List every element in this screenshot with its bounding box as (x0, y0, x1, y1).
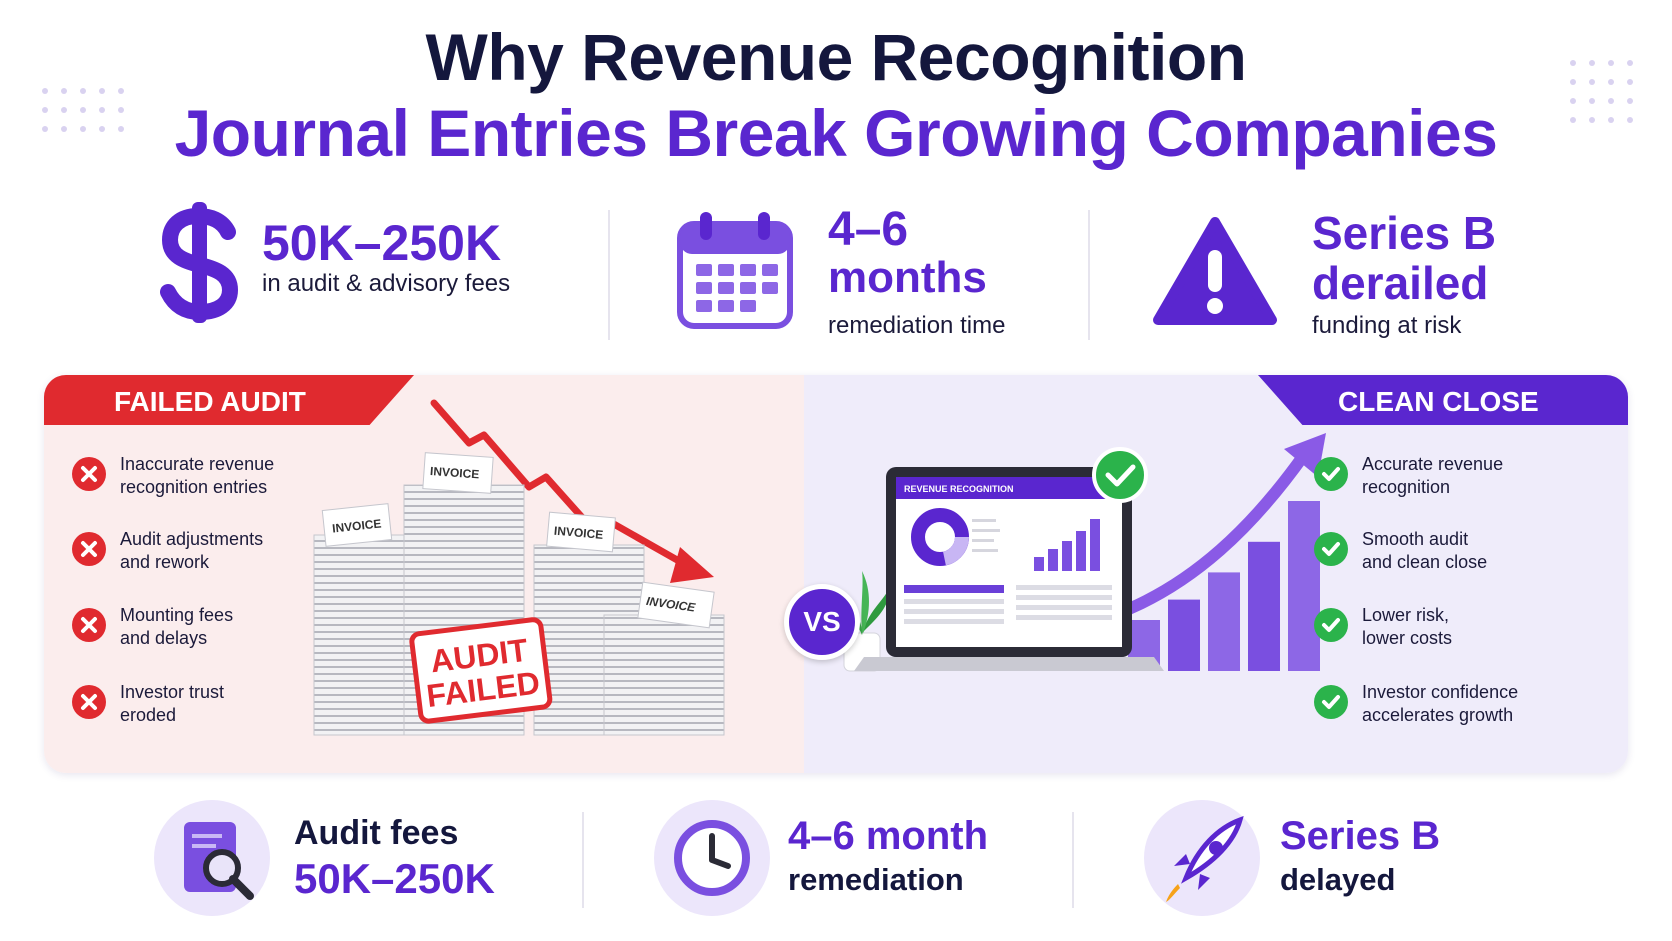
invoice-label: INVOICE (645, 594, 697, 615)
warning-icon (1153, 217, 1277, 325)
bottom-line2: delayed (1280, 862, 1396, 897)
x-mark-icon (72, 457, 106, 491)
clean-list-item: Investor confidence accelerates growth (1314, 681, 1614, 727)
check-badge-icon (1092, 447, 1148, 503)
bottom-line2: 50K–250K (294, 855, 495, 902)
growth-bar (1248, 541, 1280, 671)
clean-item-line2: lower costs (1362, 628, 1453, 648)
failed-item-line2: and delays (120, 628, 208, 648)
stat-value: 50K–250K (262, 215, 502, 271)
clean-list-item: Smooth audit and clean close (1314, 528, 1604, 574)
clean-list-item: Accurate revenue recognition (1314, 453, 1604, 499)
bottom-divider (582, 812, 584, 908)
stat-value-line1: Series B (1312, 207, 1497, 259)
check-mark-icon (1314, 532, 1348, 566)
stat-series-b: Series B derailed funding at risk (1152, 200, 1532, 340)
clean-item-line2: accelerates growth (1362, 705, 1514, 725)
x-mark-icon (72, 685, 106, 719)
invoice-label: INVOICE (332, 516, 383, 535)
failed-list-item: Inaccurate revenue recognition entries (72, 453, 312, 499)
failed-item-line1: Inaccurate revenue (120, 454, 275, 474)
page-title-line2: Journal Entries Break Growing Companies (174, 96, 1498, 170)
failed-item-line2: recognition entries (120, 477, 268, 497)
bottom-line2: remediation (788, 862, 964, 897)
failed-item-line1: Mounting fees (120, 605, 234, 625)
clean-item-line2: recognition (1362, 477, 1451, 497)
clock-icon (674, 820, 750, 896)
clean-item-line1: Lower risk, (1362, 605, 1450, 625)
stat-value-line1: 4–6 (828, 203, 909, 256)
stat-value-line2: derailed (1312, 257, 1489, 309)
failed-list-item: Mounting fees and delays (72, 604, 312, 650)
stat-caption: in audit & advisory fees (262, 270, 511, 297)
check-mark-icon (1314, 608, 1348, 642)
failed-item-line2: eroded (120, 705, 177, 725)
stat-audit-fees: 50K–250K in audit & advisory fees (160, 200, 580, 340)
failed-item-line1: Audit adjustments (120, 529, 264, 549)
stat-divider (608, 210, 610, 340)
invoice-label: INVOICE (430, 464, 480, 481)
clean-item-line1: Investor confidence (1362, 682, 1519, 702)
calendar-icon (677, 212, 793, 329)
growth-bar-chart (1128, 501, 1320, 671)
clean-list-item: Lower risk, lower costs (1314, 604, 1604, 650)
growth-bar (1208, 572, 1240, 671)
clean-close-label: CLEAN CLOSE (1258, 375, 1628, 425)
vs-badge: VS (784, 584, 860, 660)
failed-list-item: Investor trust eroded (72, 681, 312, 727)
stat-caption: remediation time (828, 312, 1006, 339)
x-mark-icon (72, 532, 106, 566)
decorative-dots-right (1570, 60, 1633, 123)
stat-remediation-time: 4–6 months remediation time (676, 200, 1076, 340)
audit-report-icon (184, 822, 254, 900)
bottom-divider (1072, 812, 1074, 908)
clean-item-line2: and clean close (1362, 552, 1488, 572)
bottom-line1: Audit fees (294, 814, 459, 852)
bottom-audit-fees: Audit fees 50K–250K (154, 800, 554, 920)
check-mark-icon (1314, 685, 1348, 719)
stat-value-line2: months (828, 253, 987, 302)
decorative-dots-left (42, 88, 124, 132)
growth-bar (1168, 599, 1200, 671)
comparison-panel: FAILED AUDIT CLEAN CLOSE Inaccurate reve… (44, 375, 1628, 773)
stat-divider (1088, 210, 1090, 340)
invoice-label: INVOICE (553, 524, 603, 542)
failed-audit-label: FAILED AUDIT (44, 375, 414, 425)
check-mark-icon (1314, 457, 1348, 491)
clean-close-illustration: REVENUE RECOGNITION (836, 433, 1326, 672)
growth-bar (1288, 501, 1320, 671)
rocket-icon (1166, 815, 1244, 902)
laptop-screen-header: REVENUE RECOGNITION (904, 484, 1014, 494)
failed-item-line1: Investor trust (120, 682, 225, 702)
bottom-line1: Series B (1280, 814, 1441, 858)
page-title-line1: Why Revenue Recognition (425, 20, 1247, 94)
invoice-stacks-illustration: INVOICE INVOICE INVOICE INVOICE AUDIT FA… (313, 399, 725, 736)
dollar-icon (160, 202, 239, 323)
failed-item-line2: and rework (120, 552, 210, 572)
stat-caption: funding at risk (1312, 312, 1462, 339)
x-mark-icon (72, 608, 106, 642)
bottom-remediation: 4–6 month remediation (654, 800, 1034, 920)
failed-list-item: Audit adjustments and rework (72, 528, 312, 574)
bottom-series-b: Series B delayed (1144, 800, 1524, 920)
clean-item-line1: Accurate revenue (1362, 454, 1504, 474)
clean-item-line1: Smooth audit (1362, 529, 1469, 549)
bottom-line1: 4–6 month (788, 814, 989, 858)
